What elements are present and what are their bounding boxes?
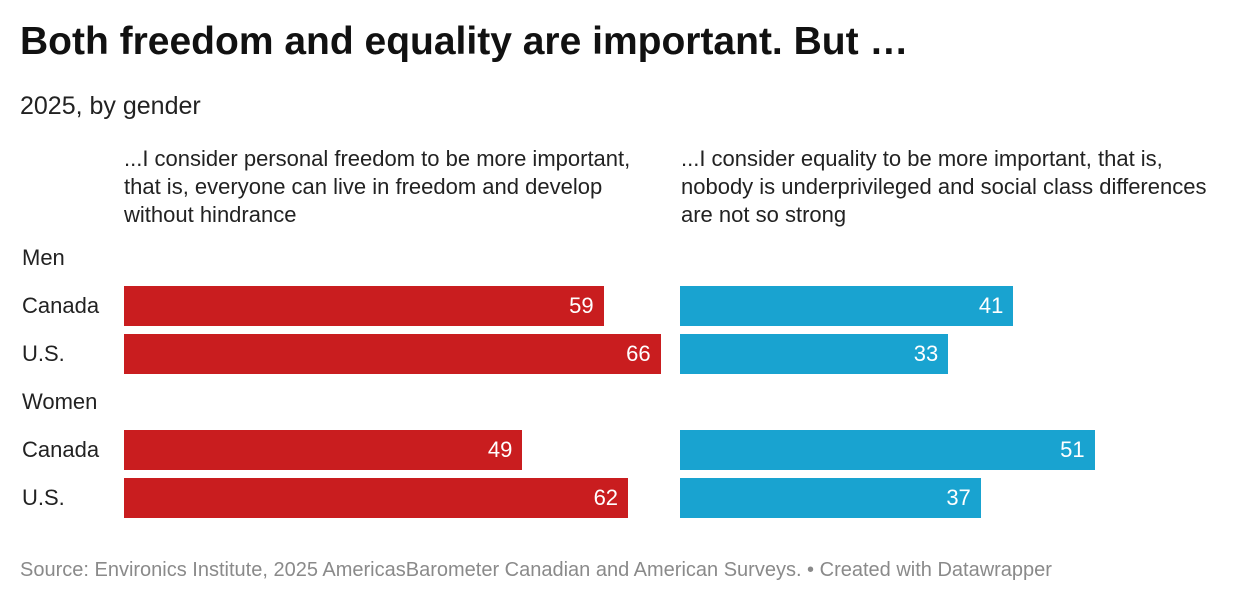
group-label-women: Women bbox=[22, 389, 98, 414]
bar-value-label: 37 bbox=[946, 485, 971, 510]
bar-value-label: 41 bbox=[978, 293, 1004, 318]
bar-value-label: 62 bbox=[593, 485, 619, 510]
bar-equality-women-canada bbox=[680, 430, 1095, 470]
bar-value-label: 33 bbox=[913, 341, 939, 366]
row-label-women-canada: Canada bbox=[22, 437, 100, 462]
chart-title: Both freedom and equality are important.… bbox=[20, 20, 909, 63]
bar-freedom-men-u-s bbox=[124, 334, 661, 374]
chart-subtitle: 2025, by gender bbox=[20, 92, 201, 120]
row-label-women-u-s: U.S. bbox=[22, 485, 65, 510]
bar-equality-men-u-s bbox=[680, 334, 949, 374]
bar-value-label: 49 bbox=[487, 437, 513, 462]
bar-value-label: 66 bbox=[626, 341, 651, 366]
bar-freedom-women-canada bbox=[124, 430, 523, 470]
row-label-men-u-s: U.S. bbox=[22, 341, 65, 366]
row-label-men-canada: Canada bbox=[22, 293, 100, 318]
source-footer: Source: Environics Institute, 2025 Ameri… bbox=[20, 559, 1052, 581]
freedom-column-header: ...I consider personal freedom to be mor… bbox=[124, 146, 631, 227]
bar-value-label: 51 bbox=[1060, 437, 1085, 462]
bar-value-label: 59 bbox=[569, 293, 594, 318]
bar-freedom-women-u-s bbox=[124, 478, 629, 518]
bar-equality-men-canada bbox=[680, 286, 1014, 326]
group-label-men: Men bbox=[22, 245, 65, 270]
bar-freedom-men-canada bbox=[124, 286, 604, 326]
bar-equality-women-u-s bbox=[680, 478, 981, 518]
equality-column-header: ...I consider equality to be more import… bbox=[681, 146, 1207, 227]
